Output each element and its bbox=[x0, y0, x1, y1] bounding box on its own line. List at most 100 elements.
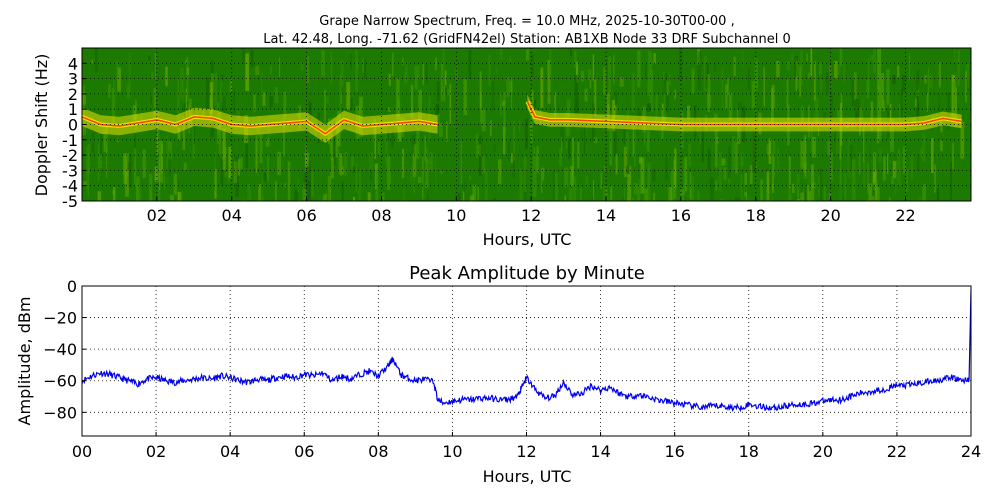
spectrogram-texture-cell bbox=[424, 135, 427, 161]
spectrogram-texture-cell bbox=[915, 98, 917, 107]
spectrogram-texture-cell bbox=[429, 152, 433, 171]
spectrogram-texture-cell bbox=[568, 138, 571, 159]
spectrogram-texture-cell bbox=[140, 188, 142, 201]
spectrogram-texture-cell bbox=[738, 102, 742, 121]
spectrogram-texture-cell bbox=[847, 137, 851, 178]
spectrogram-texture-cell bbox=[117, 67, 121, 92]
spectrogram-xtick-label: 10 bbox=[446, 206, 466, 225]
spectrogram-texture-cell bbox=[807, 72, 810, 78]
spectrogram-texture-cell bbox=[224, 172, 228, 178]
spectrogram-texture-cell bbox=[716, 136, 719, 144]
spectrogram-texture-cell bbox=[506, 77, 510, 98]
spectrogram-texture-cell bbox=[855, 98, 860, 129]
spectrogram-texture-cell bbox=[603, 67, 606, 95]
spectrogram-texture-cell bbox=[561, 137, 563, 151]
spectrogram-texture-cell bbox=[335, 118, 338, 158]
spectrogram-texture-cell bbox=[157, 113, 159, 155]
spectrogram-texture-cell bbox=[498, 149, 500, 190]
spectrogram-texture-cell bbox=[542, 167, 545, 181]
spectrogram-texture-cell bbox=[425, 158, 429, 188]
spectrogram-texture-cell bbox=[870, 54, 874, 61]
spectrogram-texture-cell bbox=[806, 185, 810, 201]
spectrogram-texture-cell bbox=[771, 88, 774, 128]
spectrogram-texture-cell bbox=[355, 50, 358, 92]
amplitude-xtick-label: 18 bbox=[739, 442, 759, 461]
spectrogram-texture-cell bbox=[402, 148, 405, 178]
spectrogram-texture-cell bbox=[262, 172, 264, 201]
spectrogram-texture-cell bbox=[519, 121, 521, 132]
spectrogram-texture-cell bbox=[270, 65, 272, 75]
spectrogram-texture-cell bbox=[396, 78, 399, 109]
spectrogram-texture-cell bbox=[493, 198, 497, 201]
spectrogram-texture-cell bbox=[814, 61, 816, 101]
spectrogram-texture-cell bbox=[637, 179, 641, 201]
spectrogram-texture-cell bbox=[638, 157, 642, 164]
spectrogram-texture-cell bbox=[404, 72, 406, 86]
spectrogram-texture-cell bbox=[463, 182, 466, 201]
spectrogram-texture-cell bbox=[969, 114, 971, 125]
spectrogram-texture-cell bbox=[632, 121, 635, 157]
spectrogram-texture-cell bbox=[339, 74, 342, 114]
spectrogram-texture-cell bbox=[351, 156, 354, 170]
spectrogram-texture-cell bbox=[583, 114, 585, 155]
spectrogram-texture-cell bbox=[512, 151, 515, 178]
spectrogram-texture-cell bbox=[633, 182, 638, 195]
spectrogram-texture-cell bbox=[418, 64, 420, 80]
spectrogram-texture-cell bbox=[170, 195, 174, 201]
spectrogram-texture-cell bbox=[214, 73, 218, 105]
spectrogram-texture-cell bbox=[892, 75, 896, 85]
spectrogram-texture-cell bbox=[901, 75, 906, 93]
spectrogram-texture-cell bbox=[214, 169, 217, 199]
spectrogram-texture-cell bbox=[440, 63, 444, 101]
spectrogram-texture-cell bbox=[184, 59, 188, 65]
spectrogram-texture-cell bbox=[799, 66, 801, 98]
spectrogram-texture-cell bbox=[302, 183, 306, 201]
spectrogram-texture-cell bbox=[166, 135, 169, 169]
spectrogram-texture-cell bbox=[414, 66, 419, 90]
spectrogram-ytick-label: 1 bbox=[68, 100, 78, 119]
spectrogram-texture-cell bbox=[585, 175, 589, 188]
spectrogram-texture-cell bbox=[435, 103, 440, 115]
spectrogram-texture-cell bbox=[113, 186, 116, 201]
amplitude-ytick-label: −80 bbox=[43, 403, 77, 422]
spectrogram-texture-cell bbox=[697, 51, 702, 91]
spectrogram-texture-cell bbox=[384, 122, 389, 163]
spectrogram-texture-cell bbox=[449, 83, 451, 125]
spectrogram-texture-cell bbox=[254, 139, 259, 168]
spectrogram-texture-cell bbox=[531, 53, 534, 77]
spectrogram-texture-cell bbox=[728, 92, 733, 121]
spectrogram-texture-cell bbox=[513, 121, 515, 161]
spectrogram-texture-cell bbox=[800, 106, 804, 124]
spectrogram-texture-cell bbox=[897, 65, 900, 78]
spectrogram-texture-cell bbox=[697, 48, 700, 65]
spectrogram-texture-cell bbox=[355, 163, 357, 192]
spectrogram-texture-cell bbox=[525, 49, 529, 61]
spectrogram-texture-cell bbox=[887, 153, 889, 174]
spectrogram-texture-cell bbox=[85, 146, 89, 190]
spectrogram-texture-cell bbox=[410, 85, 414, 120]
spectrogram-texture-cell bbox=[732, 136, 736, 170]
spectrogram-texture-cell bbox=[117, 138, 120, 143]
spectrogram-texture-cell bbox=[82, 92, 86, 105]
spectrogram-texture-cell bbox=[890, 118, 894, 152]
spectrogram-texture-cell bbox=[814, 97, 819, 125]
spectrogram-texture-cell bbox=[626, 110, 630, 119]
spectrogram-texture-cell bbox=[909, 53, 911, 81]
spectrogram-texture-cell bbox=[375, 191, 379, 201]
spectrogram-ytick-label: 3 bbox=[68, 70, 78, 89]
spectrogram-texture-cell bbox=[446, 121, 448, 142]
spectrogram-texture-cell bbox=[82, 85, 85, 119]
spectrogram-texture-cell bbox=[608, 56, 612, 96]
spectrogram-texture-cell bbox=[157, 129, 160, 172]
spectrogram-texture-cell bbox=[439, 169, 444, 175]
spectrogram-texture-cell bbox=[265, 137, 270, 147]
spectrogram-texture-cell bbox=[584, 88, 588, 102]
spectrogram-texture-cell bbox=[387, 126, 389, 141]
spectrogram-texture-cell bbox=[637, 50, 641, 88]
spectrogram-texture-cell bbox=[891, 176, 894, 184]
spectrogram-texture-cell bbox=[350, 53, 352, 70]
spectrogram-texture-cell bbox=[94, 48, 98, 73]
spectrogram-texture-cell bbox=[873, 152, 877, 190]
spectrogram-texture-cell bbox=[83, 181, 87, 187]
